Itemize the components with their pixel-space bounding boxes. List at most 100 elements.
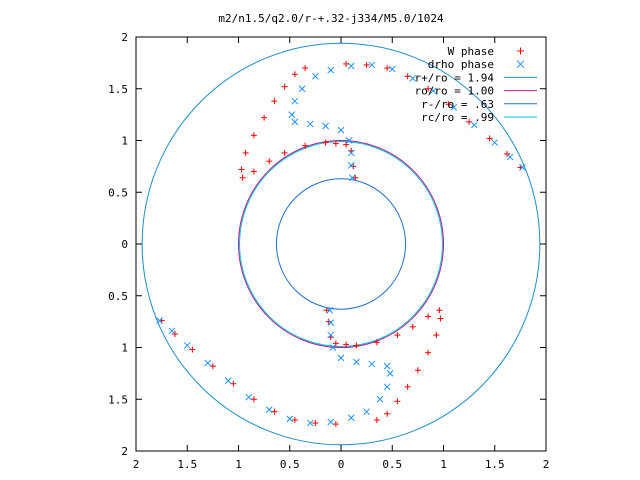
legend-label-0: W phase xyxy=(448,45,494,58)
data-point-1-9 xyxy=(506,153,514,161)
data-point-0-42 xyxy=(404,383,411,390)
data-point-1-35 xyxy=(376,395,384,403)
data-point-1-2 xyxy=(368,61,376,69)
data-point-1-3 xyxy=(388,65,396,73)
data-point-1-0 xyxy=(327,66,335,74)
y-tick-label-4: 0 xyxy=(121,238,128,251)
data-point-0-40 xyxy=(384,410,391,417)
data-point-0-16 xyxy=(242,149,249,156)
legend-label-2: r+/ro = 1.94 xyxy=(415,71,495,84)
data-point-0-11 xyxy=(291,71,298,78)
data-point-0-49 xyxy=(409,323,416,330)
data-point-1-39 xyxy=(368,360,376,368)
data-point-0-31 xyxy=(291,416,298,423)
data-point-0-46 xyxy=(437,315,444,322)
data-point-0-23 xyxy=(322,139,329,146)
data-point-1-12 xyxy=(298,85,306,93)
series-w-phase xyxy=(158,60,524,428)
data-point-1-29 xyxy=(224,377,232,384)
data-point-0-21 xyxy=(281,149,288,156)
data-point-0-5 xyxy=(445,101,452,108)
data-point-1-15 xyxy=(291,118,299,126)
data-point-0-32 xyxy=(271,408,278,415)
data-point-1-1 xyxy=(347,62,355,70)
data-point-0-54 xyxy=(332,340,339,347)
data-point-1-10 xyxy=(519,164,526,171)
data-point-1-27 xyxy=(265,406,273,413)
legend-marker-1 xyxy=(516,60,525,69)
circle-4 xyxy=(275,178,407,310)
circle-2 xyxy=(141,42,541,446)
data-point-1-21 xyxy=(347,161,355,169)
y-tick-label-3: 0.5 xyxy=(108,186,128,199)
data-point-0-39 xyxy=(373,416,380,423)
data-point-0-24 xyxy=(332,140,339,147)
data-point-1-37 xyxy=(386,370,394,377)
data-point-1-13 xyxy=(291,97,299,105)
data-point-1-34 xyxy=(363,408,370,416)
data-point-1-26 xyxy=(286,415,294,423)
data-point-1-25 xyxy=(306,419,314,427)
data-point-0-29 xyxy=(332,421,339,428)
data-point-0-17 xyxy=(238,166,245,173)
data-point-1-45 xyxy=(326,306,334,314)
data-point-0-47 xyxy=(436,307,443,314)
data-point-1-5 xyxy=(429,87,437,95)
x-tick-label-2: 1 xyxy=(235,458,242,471)
data-point-0-53 xyxy=(343,341,350,348)
legend-marker-0 xyxy=(517,47,524,55)
data-point-0-56 xyxy=(325,318,332,325)
axis-ticks: 2 1.5 1 0.5 0 0.5 1 1.5 221.510.500.511.52 xyxy=(108,31,549,471)
data-point-1-18 xyxy=(337,126,345,134)
data-point-0-10 xyxy=(302,65,309,72)
data-point-0-8 xyxy=(504,150,511,157)
data-point-1-42 xyxy=(329,344,337,351)
data-point-1-6 xyxy=(450,104,458,111)
x-tick-label-3: 0.5 xyxy=(280,458,300,471)
x-tick-label-7: 1.5 xyxy=(485,458,505,471)
data-point-0-14 xyxy=(261,114,268,121)
legend-label-1: drho phase xyxy=(428,58,494,71)
data-point-1-14 xyxy=(288,111,296,118)
y-tick-label-7: 1.5 xyxy=(108,393,128,406)
data-point-1-24 xyxy=(327,418,335,426)
series-layer xyxy=(156,60,526,428)
data-point-0-45 xyxy=(433,332,440,339)
data-point-0-41 xyxy=(394,398,401,405)
data-point-0-52 xyxy=(353,342,360,349)
data-point-0-33 xyxy=(250,396,257,403)
data-point-1-20 xyxy=(347,149,355,157)
chart-title: m2/n1.5/q2.0/r-+.32-j334/M5.0/1024 xyxy=(218,12,444,25)
data-point-0-25 xyxy=(343,141,350,148)
x-tick-label-8: 2 xyxy=(543,458,550,471)
data-point-0-43 xyxy=(414,367,421,374)
data-point-1-19 xyxy=(345,137,353,144)
x-tick-label-4: 0 xyxy=(338,458,345,471)
y-tick-label-8: 2 xyxy=(121,445,128,458)
data-point-0-7 xyxy=(486,135,493,142)
x-tick-label-0: 2 xyxy=(133,458,140,471)
legend-label-5: rc/ro = .99 xyxy=(421,111,494,124)
data-point-1-8 xyxy=(491,139,499,146)
data-point-1-30 xyxy=(204,359,212,367)
data-point-0-48 xyxy=(425,313,432,320)
series-drho-phase xyxy=(156,61,526,427)
data-point-0-22 xyxy=(302,142,309,149)
data-point-0-37 xyxy=(171,331,178,338)
data-point-0-44 xyxy=(425,349,432,356)
x-tick-label-5: 0.5 xyxy=(382,458,402,471)
data-point-0-2 xyxy=(384,65,391,72)
circle-3 xyxy=(238,140,444,348)
data-point-0-20 xyxy=(266,158,273,165)
data-point-1-40 xyxy=(353,358,360,366)
data-point-0-4 xyxy=(425,85,432,92)
data-point-1-38 xyxy=(383,362,391,370)
y-tick-label-1: 1.5 xyxy=(108,83,128,96)
y-tick-label-5: 0.5 xyxy=(108,290,128,303)
data-point-0-27 xyxy=(350,163,357,170)
x-tick-label-6: 1 xyxy=(440,458,447,471)
data-point-0-12 xyxy=(281,83,288,90)
data-point-1-23 xyxy=(347,414,355,422)
